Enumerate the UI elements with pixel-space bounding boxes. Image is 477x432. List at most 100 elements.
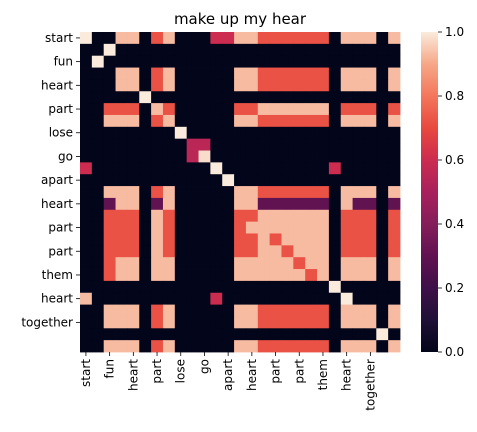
heatmap-cell <box>328 79 342 92</box>
heatmap-cell <box>293 43 306 57</box>
heatmap-cell <box>210 197 223 211</box>
heatmap-cell <box>103 245 116 258</box>
heatmap-cell <box>234 186 247 199</box>
heatmap-cell <box>127 197 140 211</box>
heatmap-cell <box>269 245 282 258</box>
heatmap-cell <box>257 32 271 45</box>
heatmap-cell <box>80 174 93 187</box>
heatmap-cell <box>328 328 342 341</box>
heatmap-cell <box>115 209 128 223</box>
heatmap-cell <box>186 304 199 317</box>
heatmap-cell <box>257 79 271 92</box>
heatmap-cell <box>269 233 282 246</box>
heatmap-cell <box>388 150 401 163</box>
heatmap-cell <box>103 162 116 175</box>
heatmap-cell <box>234 269 247 282</box>
heatmap-cell <box>305 292 318 305</box>
heatmap-cell <box>317 340 330 353</box>
heatmap-cell <box>115 138 128 151</box>
heatmap-cell <box>245 114 259 128</box>
heatmap-cell <box>127 304 140 317</box>
heatmap-cell <box>376 186 389 199</box>
heatmap-cell <box>151 150 164 163</box>
heatmap-cell <box>127 233 140 246</box>
heatmap-cell <box>376 162 389 175</box>
heatmap-cell <box>103 174 116 187</box>
heatmap-cell <box>151 55 164 68</box>
heatmap-cell <box>364 91 377 104</box>
heatmap-cell <box>305 328 318 341</box>
heatmap-cell <box>281 150 294 163</box>
heatmap-cell <box>174 162 188 175</box>
heatmap-cell <box>269 174 282 187</box>
heatmap-cell <box>186 43 199 57</box>
heatmap-cell <box>222 197 235 211</box>
heatmap-cell <box>269 32 282 45</box>
heatmap-cell <box>257 257 271 270</box>
heatmap-cell <box>364 126 377 140</box>
heatmap-cell <box>340 55 353 68</box>
heatmap-cell <box>115 316 128 329</box>
heatmap-cell <box>127 43 140 57</box>
heatmap-cell <box>257 269 271 282</box>
heatmap-cell <box>198 316 211 329</box>
heatmap-cell <box>210 91 223 104</box>
heatmap-cell <box>305 150 318 163</box>
heatmap-cell <box>80 43 93 57</box>
heatmap-cell <box>174 55 188 68</box>
heatmap-cell <box>151 280 164 294</box>
heatmap-cell <box>80 269 93 282</box>
heatmap-cell <box>151 126 164 140</box>
heatmap-cell <box>269 114 282 128</box>
heatmap-cell <box>91 32 105 45</box>
heatmap-cell <box>115 292 128 305</box>
heatmap-cell <box>376 126 389 140</box>
heatmap-cell <box>305 138 318 151</box>
heatmap-cell <box>115 340 128 353</box>
y-tick-label: heart <box>41 78 73 92</box>
colorbar-tick-label: 0.8 <box>445 89 464 103</box>
heatmap-cell <box>127 209 140 223</box>
heatmap-cell <box>364 197 377 211</box>
heatmap-cell <box>127 150 140 163</box>
heatmap-cell <box>80 197 93 211</box>
heatmap-cell <box>162 43 176 57</box>
heatmap-cell <box>352 209 365 223</box>
heatmap-cell <box>103 55 116 68</box>
heatmap-cell <box>162 174 176 187</box>
heatmap-cell <box>376 233 389 246</box>
heatmap-cell <box>245 186 259 199</box>
heatmap-cell <box>174 103 188 116</box>
x-tick-label: part <box>269 359 283 384</box>
heatmap-cell <box>222 340 235 353</box>
heatmap-cell <box>293 67 306 80</box>
heatmap-cell <box>174 79 188 92</box>
heatmap-cell <box>139 221 152 234</box>
heatmap-cell <box>234 328 247 341</box>
heatmap-cell <box>376 209 389 223</box>
heatmap-cell <box>364 150 377 163</box>
heatmap-cell <box>281 126 294 140</box>
heatmap-cell <box>186 257 199 270</box>
heatmap-cell <box>162 245 176 258</box>
y-tick-label: fun <box>54 55 73 69</box>
heatmap-cell <box>103 233 116 246</box>
heatmap-cell <box>293 174 306 187</box>
y-tick-label: apart <box>41 173 73 187</box>
heatmap-cell <box>210 269 223 282</box>
heatmap-cell <box>388 186 401 199</box>
heatmap-cell <box>198 32 211 45</box>
heatmap-cell <box>222 91 235 104</box>
heatmap-cell <box>162 316 176 329</box>
heatmap-cell <box>269 79 282 92</box>
heatmap-cell <box>281 269 294 282</box>
heatmap-cell <box>186 328 199 341</box>
heatmap-cell <box>222 304 235 317</box>
heatmap-cell <box>269 138 282 151</box>
heatmap-cell <box>162 186 176 199</box>
y-tick-label: together <box>21 315 73 329</box>
heatmap-cell <box>234 79 247 92</box>
heatmap-cell <box>210 209 223 223</box>
heatmap-cell <box>115 304 128 317</box>
heatmap-cell <box>80 328 93 341</box>
